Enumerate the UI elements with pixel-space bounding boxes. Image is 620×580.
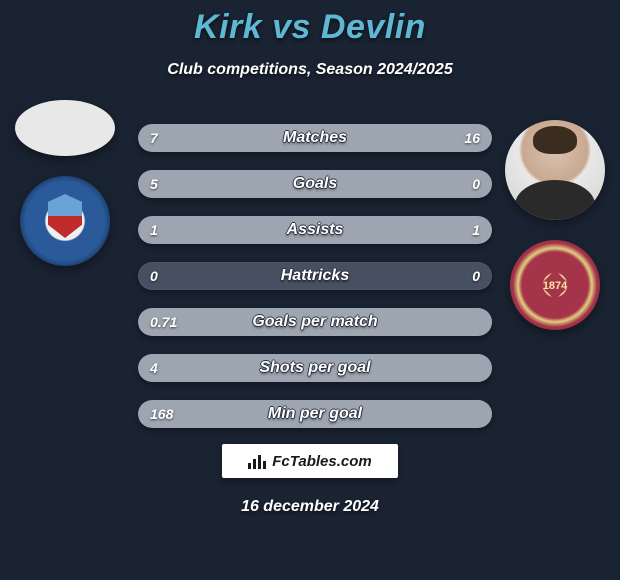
stat-label: Shots per goal <box>138 354 492 382</box>
stat-row: 50Goals <box>138 170 492 198</box>
page-subtitle: Club competitions, Season 2024/2025 <box>0 61 620 79</box>
page-title: Kirk vs Devlin <box>0 8 620 47</box>
stat-row: 0.71Goals per match <box>138 308 492 336</box>
comparison-bars: 716Matches 50Goals 11Assists 00Hattricks 0.7… <box>138 124 492 446</box>
stat-label: Assists <box>138 216 492 244</box>
branding-badge[interactable]: FcTables.com <box>222 444 398 478</box>
stat-label: Min per goal <box>138 400 492 428</box>
branding-text: FcTables.com <box>272 453 371 470</box>
stat-row: 00Hattricks <box>138 262 492 290</box>
stat-row: 11Assists <box>138 216 492 244</box>
player2-avatar <box>505 120 605 220</box>
stat-label: Hattricks <box>138 262 492 290</box>
chart-bars-icon <box>248 453 266 469</box>
player1-club-crest <box>20 176 110 266</box>
player1-avatar <box>15 100 115 156</box>
stat-row: 716Matches <box>138 124 492 152</box>
stat-label: Matches <box>138 124 492 152</box>
stat-label: Goals <box>138 170 492 198</box>
stat-row: 168Min per goal <box>138 400 492 428</box>
stat-label: Goals per match <box>138 308 492 336</box>
player2-club-crest <box>510 240 600 330</box>
stat-row: 4Shots per goal <box>138 354 492 382</box>
date-label: 16 december 2024 <box>0 498 620 516</box>
